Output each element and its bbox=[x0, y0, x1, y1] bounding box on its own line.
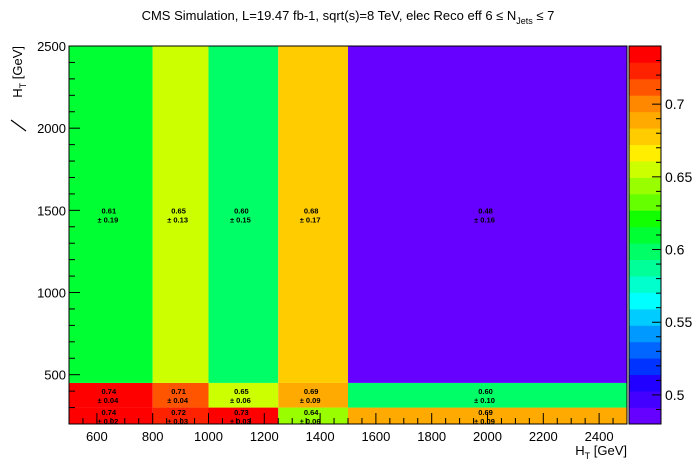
colorbar-tick-label: 0.7 bbox=[665, 96, 685, 112]
cell-error-label: ± 0.03 bbox=[230, 417, 251, 426]
colorbar-segment bbox=[629, 308, 661, 326]
cell-value-label: 0.64 bbox=[304, 408, 319, 417]
heatmap-cell bbox=[152, 382, 209, 408]
cell-error-label: ± 0.17 bbox=[300, 215, 321, 224]
colorbar-segment bbox=[629, 46, 661, 63]
cell-error-label: ± 0.09 bbox=[300, 396, 321, 405]
heatmap-cell bbox=[69, 407, 153, 424]
y-tick-label: 1500 bbox=[37, 203, 66, 218]
colorbar-tick-label: 0.55 bbox=[665, 314, 692, 330]
cell-error-label: ± 0.13 bbox=[167, 215, 188, 224]
cell-error-label: ± 0.09 bbox=[474, 417, 495, 426]
heatmap-cell bbox=[278, 407, 348, 424]
cell-value-label: 0.60 bbox=[234, 206, 249, 215]
colorbar-segment bbox=[629, 62, 661, 80]
cell-error-label: ± 0.02 bbox=[97, 417, 118, 426]
x-tick-label: 2200 bbox=[529, 429, 558, 444]
cell-error-label: ± 0.19 bbox=[97, 215, 118, 224]
colorbar-segment bbox=[629, 407, 661, 425]
heatmap-cell bbox=[278, 382, 348, 408]
colorbar-segment bbox=[629, 128, 661, 146]
x-tick-label: 2000 bbox=[473, 429, 502, 444]
cell-value-label: 0.65 bbox=[234, 387, 249, 396]
x-tick-label: 600 bbox=[86, 429, 108, 444]
heatmap-cell bbox=[69, 382, 153, 408]
cell-value-label: 0.73 bbox=[234, 408, 249, 417]
colorbar-segment bbox=[629, 374, 661, 392]
cell-value-label: 0.61 bbox=[102, 206, 117, 215]
heatmap-cell bbox=[69, 46, 153, 383]
y-axis: 500 1000 1500 2000 2500 bbox=[37, 39, 80, 425]
colorbar-segment bbox=[629, 358, 661, 376]
heatmap-cell bbox=[348, 382, 627, 408]
colorbar-segment bbox=[629, 226, 661, 244]
colorbar: 0.5 0.55 0.6 0.65 0.7 bbox=[628, 45, 692, 425]
heatmap-cell bbox=[278, 46, 348, 383]
x-tick-label: 800 bbox=[142, 429, 164, 444]
colorbar-segment bbox=[629, 177, 661, 195]
x-tick-label: 1800 bbox=[417, 429, 446, 444]
cell-value-label: 0.72 bbox=[171, 408, 186, 417]
x-tick-label: 1200 bbox=[250, 429, 279, 444]
cell-value-label: 0.60 bbox=[478, 387, 493, 396]
heatmap-cell bbox=[208, 407, 279, 424]
heatmap-cell bbox=[348, 46, 627, 383]
colorbar-segment bbox=[629, 144, 661, 162]
x-tick-label: 1400 bbox=[306, 429, 335, 444]
heatmap-cell bbox=[208, 46, 279, 383]
colorbar-segment bbox=[629, 341, 661, 359]
cell-value-label: 0.74 bbox=[102, 408, 117, 417]
y-axis-label: HT [GeV] bbox=[10, 46, 28, 132]
colorbar-tick-label: 0.65 bbox=[665, 169, 692, 185]
colorbar-segment bbox=[629, 111, 661, 129]
colorbar-segment bbox=[629, 259, 661, 277]
heatmap-cells bbox=[69, 46, 627, 424]
y-tick-label: 2000 bbox=[37, 121, 66, 136]
heatmap-cell bbox=[152, 46, 209, 383]
cell-error-label: ± 0.16 bbox=[474, 215, 495, 224]
colorbar-tick-label: 0.5 bbox=[665, 387, 685, 403]
cell-error-label: ± 0.04 bbox=[167, 396, 189, 405]
cell-value-label: 0.69 bbox=[478, 408, 493, 417]
cell-value-label: 0.68 bbox=[304, 206, 319, 215]
cell-value-label: 0.69 bbox=[304, 387, 319, 396]
y-tick-label: 1000 bbox=[37, 286, 66, 301]
cell-value-label: 0.74 bbox=[102, 387, 117, 396]
svg-text:HT [GeV]: HT [GeV] bbox=[10, 46, 28, 98]
cell-error-label: ± 0.10 bbox=[474, 396, 495, 405]
colorbar-segment bbox=[629, 325, 661, 343]
cell-value-label: 0.65 bbox=[171, 206, 186, 215]
cell-error-label: ± 0.15 bbox=[230, 215, 251, 224]
cell-error-label: ± 0.06 bbox=[300, 417, 321, 426]
heatmap-cell bbox=[208, 382, 279, 408]
colorbar-segment bbox=[629, 391, 661, 408]
y-tick-label: 500 bbox=[44, 368, 66, 383]
cell-error-label: ± 0.06 bbox=[230, 396, 251, 405]
colorbar-segment bbox=[629, 210, 661, 228]
x-tick-label: 1600 bbox=[361, 429, 390, 444]
chart-title: CMS Simulation, L=19.47 fb-1, sqrt(s)=8 … bbox=[142, 8, 555, 26]
colorbar-tick-label: 0.6 bbox=[665, 242, 685, 258]
x-tick-label: 2400 bbox=[585, 429, 614, 444]
cell-error-label: ± 0.04 bbox=[97, 396, 119, 405]
cell-value-label: 0.71 bbox=[171, 387, 186, 396]
x-axis: 600 800 1000 1200 1400 1600 1800 2000 2200 2400 bbox=[68, 413, 628, 444]
y-tick-label: 2500 bbox=[37, 39, 66, 54]
colorbar-segment bbox=[629, 95, 661, 113]
cell-value-label: 0.48 bbox=[478, 206, 493, 215]
colorbar-segment bbox=[629, 193, 661, 211]
cell-error-label: ± 0.03 bbox=[167, 417, 188, 426]
colorbar-segment bbox=[629, 78, 661, 96]
heatmap-cell-labels: 0.74± 0.020.72± 0.030.73± 0.030.64± 0.06… bbox=[97, 206, 494, 425]
x-axis-label: HT [GeV] bbox=[575, 443, 627, 461]
y-axis-label-slash bbox=[10, 119, 27, 132]
colorbar-segment bbox=[629, 243, 661, 261]
colorbar-segment bbox=[629, 292, 661, 310]
x-tick-label: 1000 bbox=[194, 429, 223, 444]
colorbar-segment bbox=[629, 161, 661, 178]
colorbar-segment bbox=[629, 276, 661, 293]
